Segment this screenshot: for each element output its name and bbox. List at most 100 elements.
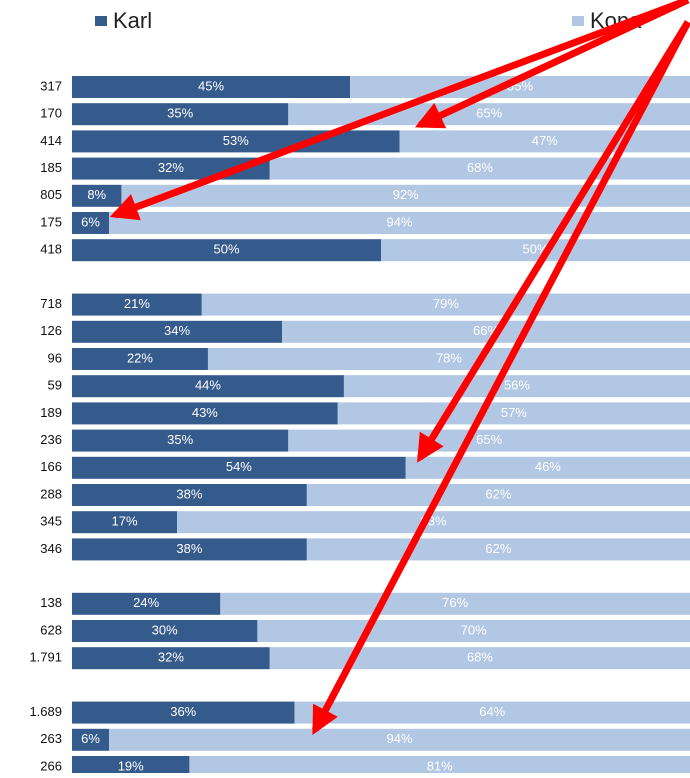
bar-segment [109, 212, 690, 234]
bar-segment [72, 184, 122, 207]
annotation-arrows [109, 0, 690, 735]
data-label: 22% [127, 350, 153, 365]
data-label: 34% [164, 323, 190, 338]
data-label: 24% [133, 595, 159, 610]
category-label: 1.689 [29, 704, 62, 719]
data-label: 6% [81, 731, 100, 746]
arrow [311, 20, 690, 735]
legend-swatch [572, 16, 584, 26]
data-label: 17% [112, 514, 138, 529]
bar-segment [72, 538, 307, 561]
category-label: 138 [40, 595, 62, 610]
data-label: 8% [87, 187, 106, 202]
data-label: 65% [476, 106, 502, 121]
bar-segment [72, 701, 295, 724]
bar-segment [72, 76, 351, 98]
bar-segment [109, 728, 690, 751]
bar-segment [306, 538, 690, 561]
arrow [109, 0, 690, 221]
bar-segment [282, 320, 690, 343]
bar-segment [269, 647, 690, 670]
bar-segment [121, 184, 690, 207]
category-label: 628 [40, 622, 62, 637]
category-label: 185 [40, 160, 62, 175]
data-label: 44% [195, 378, 221, 393]
data-label: 92% [393, 187, 419, 202]
bar-segment [72, 647, 270, 670]
bar-segment [72, 348, 208, 370]
data-label: 64% [479, 704, 505, 719]
category-label: 718 [40, 296, 62, 311]
arrow [417, 20, 690, 463]
category-label: 263 [40, 731, 62, 746]
category-label: 418 [40, 242, 62, 257]
bar-segment [201, 293, 690, 316]
category-label: 189 [40, 405, 62, 420]
bar-segment [294, 701, 690, 724]
bar-segment [72, 429, 289, 452]
category-label: 414 [40, 133, 62, 148]
legend-label: Karl [113, 8, 152, 33]
data-label: 53% [223, 133, 249, 148]
bar-segment [72, 320, 283, 343]
data-label: 62% [485, 486, 511, 501]
data-label: 70% [461, 622, 487, 637]
bar-segment [72, 620, 258, 642]
category-label: 317 [40, 78, 62, 93]
category-label: 59 [48, 378, 62, 393]
bar-segment [337, 402, 690, 425]
data-label: 47% [532, 133, 558, 148]
data-label: 56% [504, 378, 530, 393]
data-label: 6% [81, 214, 100, 229]
bar-segment [72, 728, 110, 751]
data-label: 81% [427, 758, 453, 773]
data-label: 38% [176, 486, 202, 501]
arrow [414, 0, 690, 129]
data-label: 94% [387, 214, 413, 229]
bar-segment [72, 592, 221, 615]
category-label: 288 [40, 486, 62, 501]
category-label: 166 [40, 459, 62, 474]
data-label: 32% [158, 160, 184, 175]
bar-segment [207, 348, 690, 370]
bar-segment [72, 239, 381, 262]
data-label: 38% [176, 541, 202, 556]
data-label: 68% [467, 160, 493, 175]
data-label: 35% [167, 432, 193, 447]
data-label: 46% [535, 459, 561, 474]
category-label: 170 [40, 106, 62, 121]
data-label: 76% [442, 595, 468, 610]
category-label: 175 [40, 214, 62, 229]
bar-segment [343, 375, 690, 398]
bar-segment [72, 103, 289, 126]
data-label: 68% [467, 650, 493, 665]
category-label: 96 [48, 350, 62, 365]
data-label: 43% [192, 405, 218, 420]
bar-segment [72, 511, 178, 534]
category-label: 346 [40, 541, 62, 556]
data-label: 36% [170, 704, 196, 719]
data-label: 30% [152, 622, 178, 637]
bar-segment [72, 402, 338, 425]
bar-segment [381, 239, 690, 262]
category-label: 1.791 [29, 650, 62, 665]
bar-segment [269, 157, 690, 180]
data-label: 19% [118, 758, 144, 773]
data-label: 35% [167, 106, 193, 121]
bar-segment [288, 429, 690, 452]
data-label: 45% [198, 78, 224, 93]
category-label: 805 [40, 187, 62, 202]
data-label: 62% [485, 541, 511, 556]
category-label: 345 [40, 514, 62, 529]
category-label: 236 [40, 432, 62, 447]
data-label: 57% [501, 405, 527, 420]
bar-segment [405, 456, 690, 479]
bar-segment [220, 592, 690, 615]
bar-segment [177, 511, 690, 534]
data-label: 65% [476, 432, 502, 447]
bar-segment [72, 484, 307, 506]
data-label: 32% [158, 650, 184, 665]
legend-swatch [95, 16, 107, 26]
data-label: 54% [226, 459, 252, 474]
